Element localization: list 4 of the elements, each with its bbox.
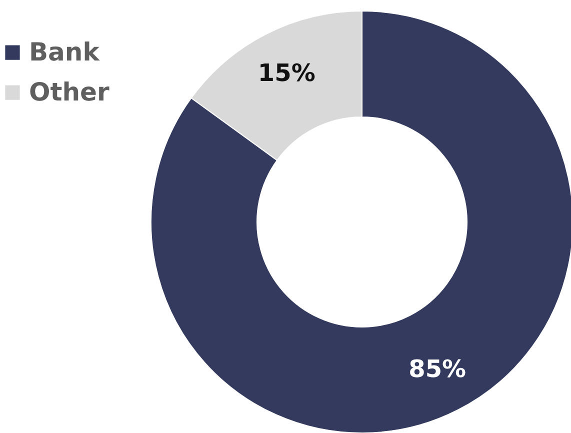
legend-label: Bank (29, 38, 101, 66)
data-label: 15% (258, 59, 316, 88)
data-label: 85% (408, 354, 466, 383)
legend-label: Other (29, 78, 110, 106)
